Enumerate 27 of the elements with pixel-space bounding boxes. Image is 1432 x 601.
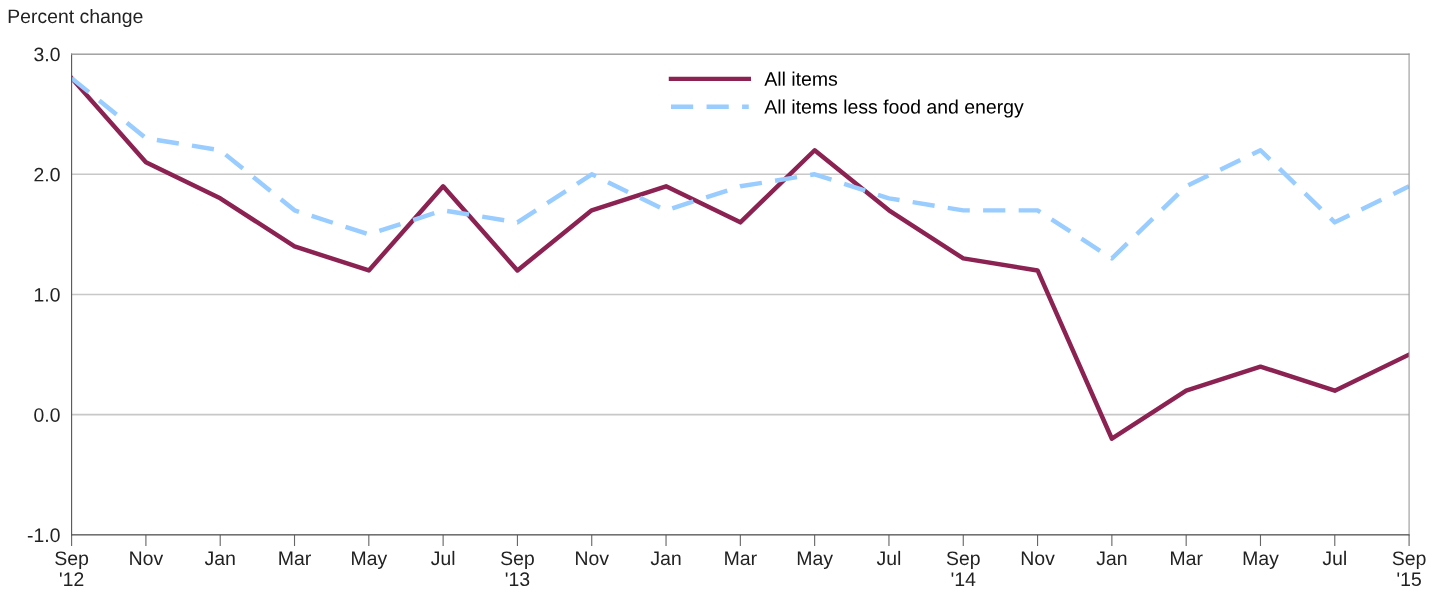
x-tick-label: Jan [204, 551, 235, 566]
x-tick-label: Jan [650, 551, 681, 566]
x-tick-label: Jul [876, 550, 901, 566]
x-tick-label: Nov [1021, 551, 1055, 566]
x-tick-label: Jan [1096, 551, 1127, 566]
x-tick-label: Mar [279, 551, 311, 566]
legend-label: All items less food and energy [764, 99, 1024, 118]
y-axis-title: Percent change [8, 8, 143, 28]
x-tick-label: Jul [1322, 550, 1346, 566]
y-tick-label: 3.0 [34, 47, 60, 62]
x-tick-label: May [352, 551, 388, 569]
x-tick-label: Nov [576, 551, 609, 566]
x-tick-label: Nov [130, 551, 164, 566]
x-tick-label: May [1243, 551, 1279, 569]
x-tick-label: Sep '15 [1392, 551, 1426, 587]
legend-label: All items [764, 71, 838, 86]
x-tick-label: Mar [725, 551, 757, 566]
y-tick-label: -1.0 [27, 528, 60, 543]
y-tick-label: 0.0 [34, 408, 60, 422]
x-tick-label: Sep '12 [55, 551, 89, 586]
y-tick-label: 2.0 [34, 167, 60, 182]
x-tick-label: Sep '13 [501, 551, 534, 587]
x-tick-label: Mar [1171, 551, 1203, 566]
x-tick-label: Jul [431, 550, 455, 566]
x-tick-label: Sep '14 [946, 551, 980, 586]
y-tick-label: 1.0 [34, 287, 60, 302]
x-tick-label: May [797, 551, 833, 569]
